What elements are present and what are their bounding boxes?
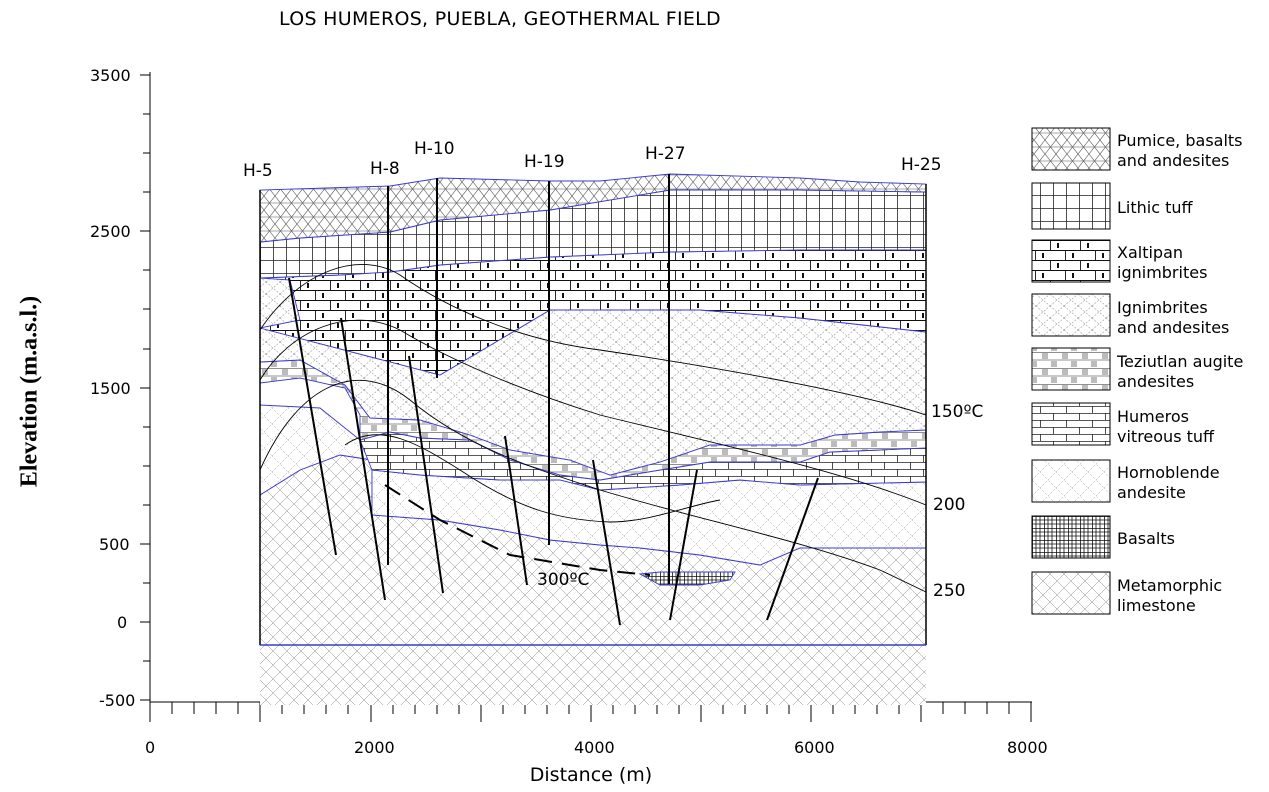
faults	[288, 277, 819, 626]
well-label-h25: H-25	[901, 155, 942, 175]
x-axis-label: Distance (m)	[529, 764, 653, 786]
legend-label-xaltipan-1: Xaltipan	[1117, 243, 1183, 262]
x-tick-4000: 4000	[574, 738, 615, 757]
y-tick-3500: 3500	[90, 66, 131, 85]
well-label-h8: H-8	[370, 159, 400, 179]
legend-label-xaltipan-2: ignimbrites	[1117, 263, 1207, 282]
legend-swatch-metamorphic	[1031, 571, 1111, 615]
y-tick-500: 500	[99, 535, 130, 554]
legend-swatch-teziutlan	[1031, 347, 1111, 391]
legend-label-ignimbrites-2: and andesites	[1117, 318, 1229, 337]
legend-label-basalts: Basalts	[1117, 529, 1175, 548]
well-label-h5: H-5	[243, 161, 273, 181]
unit-basalts-lens	[638, 571, 736, 586]
y-tick-0: 0	[117, 613, 127, 632]
x-tick-8000: 8000	[1007, 738, 1048, 757]
isotherm-label-200: 200	[933, 495, 965, 515]
legend-swatch-xaltipan	[1031, 239, 1111, 283]
y-tick-2500: 2500	[90, 222, 131, 241]
isotherms	[259, 264, 927, 593]
legend-swatch-ignimbrites	[1031, 293, 1111, 337]
isotherm-200	[259, 319, 927, 506]
y-axis: 3500 2500 1500 500 0 -500	[90, 66, 151, 710]
legend-label-lithic: Lithic tuff	[1117, 198, 1194, 217]
legend-swatch-humeros	[1031, 402, 1111, 446]
legend-label-pumice-2: and andesites	[1117, 151, 1229, 170]
legend-label-teziutlan-1: Teziutlan augite	[1116, 352, 1243, 371]
legend-label-humeros-1: Humeros	[1117, 407, 1189, 426]
legend-label-metamorphic-2: limestone	[1117, 596, 1196, 615]
well-label-h27: H-27	[645, 144, 686, 164]
isotherm-300-dashed	[384, 484, 651, 576]
legend-swatch-pumice	[1031, 127, 1111, 171]
x-tick-0: 0	[145, 738, 155, 757]
y-tick-1500: 1500	[90, 379, 131, 398]
x-axis: 0 2000 4000 6000 8000	[145, 701, 1048, 757]
isotherm-label-150: 150ºC	[931, 402, 983, 422]
isotherm-label-300: 300ºC	[537, 570, 589, 590]
stratigraphy	[259, 173, 927, 705]
well-label-h10: H-10	[414, 139, 455, 159]
x-tick-6000: 6000	[794, 738, 835, 757]
isotherm-250	[259, 379, 927, 593]
unit-pumice-basalts-andesites	[259, 173, 927, 243]
legend-swatch-hornblende	[1031, 459, 1111, 503]
isotherm-300	[344, 434, 721, 523]
legend-label-humeros-2: vitreous tuff	[1117, 427, 1215, 446]
legend: Pumice, basalts and andesites Lithic tuf…	[1031, 127, 1243, 615]
legend-label-hornblende-1: Hornoblende	[1117, 463, 1220, 482]
legend-label-pumice-1: Pumice, basalts	[1117, 131, 1243, 150]
well-label-h19: H-19	[524, 152, 565, 172]
legend-label-metamorphic-1: Metamorphic	[1117, 576, 1222, 595]
legend-swatch-basalts	[1031, 515, 1111, 559]
isotherm-150	[259, 264, 927, 416]
wells	[259, 174, 927, 646]
x-tick-2000: 2000	[354, 738, 395, 757]
isotherm-label-250: 250	[933, 581, 965, 601]
legend-swatch-lithic	[1031, 182, 1111, 230]
unit-metamorphic-limestone	[260, 645, 926, 705]
legend-label-hornblende-2: andesite	[1117, 483, 1186, 502]
legend-label-ignimbrites-1: Ignimbrites	[1117, 298, 1208, 317]
figure-title: LOS HUMEROS, PUEBLA, GEOTHERMAL FIELD	[278, 8, 721, 30]
y-tick-neg500: -500	[99, 691, 135, 710]
legend-label-teziutlan-2: andesites	[1117, 372, 1194, 391]
